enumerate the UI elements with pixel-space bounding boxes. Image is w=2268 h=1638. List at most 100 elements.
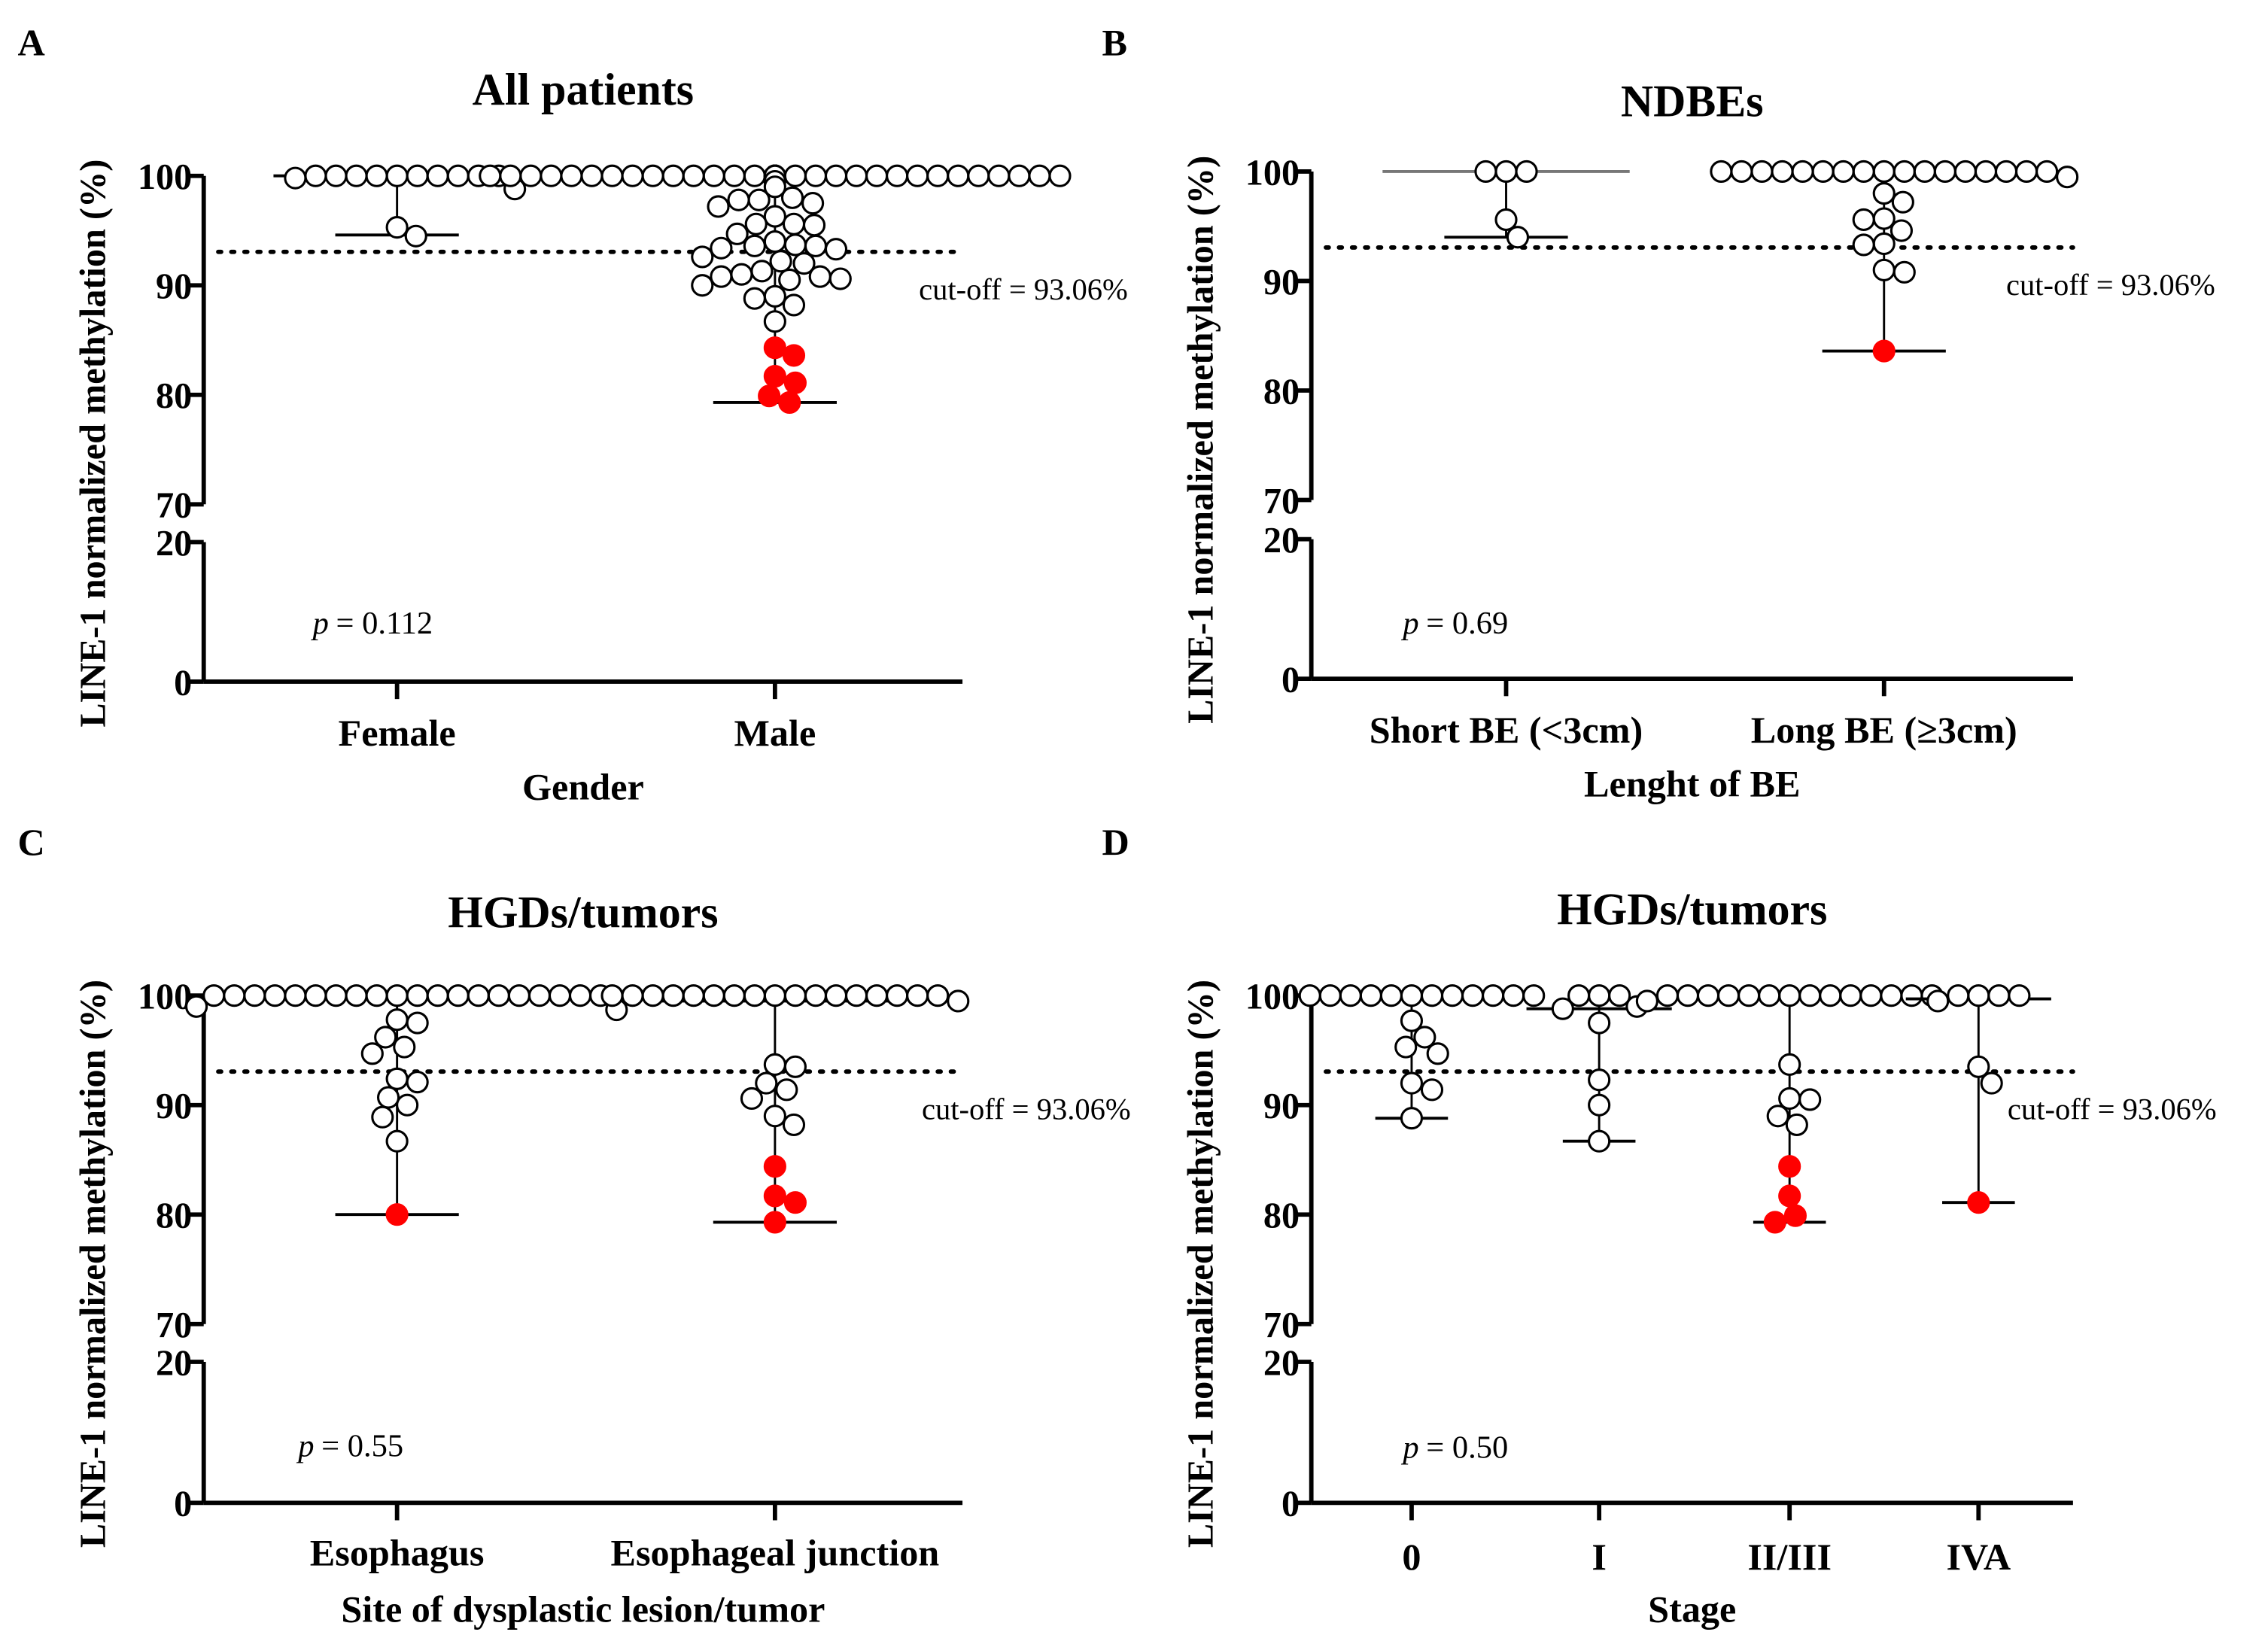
data-point <box>560 164 583 187</box>
data-point <box>804 164 828 187</box>
data-point <box>802 214 826 237</box>
data-point <box>865 164 889 187</box>
x-tick-label: 0 <box>1402 1536 1421 1578</box>
data-point-below-cutoff <box>778 391 801 415</box>
p-value: = 0.112 <box>336 606 433 641</box>
data-point <box>1771 160 1794 184</box>
data-point <box>987 164 1011 187</box>
data-point <box>365 984 388 1007</box>
data-point-below-cutoff <box>1778 1155 1801 1178</box>
data-point <box>763 1053 786 1076</box>
data-point-below-cutoff <box>783 1191 807 1214</box>
y-tick-label: 0 <box>174 1485 192 1524</box>
data-point <box>702 164 725 187</box>
data-point <box>1588 1129 1611 1153</box>
data-point <box>1994 160 2018 184</box>
data-point <box>1339 984 1362 1007</box>
data-point <box>446 164 470 187</box>
y-tick-label: 20 <box>156 1343 192 1383</box>
data-point <box>527 984 552 1007</box>
data-point <box>1980 1071 2003 1095</box>
data-point <box>304 984 327 1007</box>
y-axis-label: LINE-1 normalized methylation (%) <box>1181 156 1221 724</box>
data-point <box>499 164 522 187</box>
data-point <box>185 995 208 1018</box>
data-point <box>792 252 816 275</box>
data-point <box>725 222 749 245</box>
data-point <box>1872 181 1896 205</box>
data-point <box>947 164 970 187</box>
data-point <box>479 164 502 187</box>
data-point <box>682 164 705 187</box>
cutoff-label: cut-off = 93.06% <box>919 272 1128 306</box>
data-point-below-cutoff <box>783 371 807 394</box>
data-point <box>641 984 664 1007</box>
cutoff-label: cut-off = 93.06% <box>922 1092 1131 1126</box>
cutoff-label: cut-off = 93.06% <box>2008 1092 2217 1126</box>
data-point <box>1947 984 1970 1007</box>
data-point <box>1494 208 1518 232</box>
p-symbol: p <box>1400 1430 1418 1465</box>
data-point <box>750 260 774 283</box>
data-point <box>824 164 848 187</box>
data-point-below-cutoff <box>763 1184 786 1208</box>
data-point-below-cutoff <box>763 1211 786 1234</box>
p-value-text: p = 0.50 <box>1400 1430 1508 1465</box>
data-point <box>446 984 470 1007</box>
data-point <box>783 233 807 257</box>
chart-title: HGDs/tumors <box>448 887 718 937</box>
data-point <box>1872 258 1896 281</box>
data-point <box>1359 984 1382 1007</box>
data-point <box>1933 160 1956 184</box>
data-point <box>1778 984 1801 1007</box>
data-point <box>1778 1053 1801 1076</box>
data-point <box>1515 160 1538 184</box>
data-point <box>763 310 786 333</box>
data-point <box>1440 984 1464 1007</box>
data-point <box>600 984 624 1007</box>
data-point <box>548 984 572 1007</box>
data-point <box>393 1035 416 1059</box>
panel-b: B NDBEs LINE-1 normalized methylation (%) 7… <box>1102 21 2215 804</box>
data-point <box>906 984 929 1007</box>
data-point <box>1750 160 1774 184</box>
data-point <box>385 1067 409 1090</box>
p-value-text: p = 0.112 <box>311 606 433 641</box>
data-point <box>1710 160 1733 184</box>
data-point <box>727 188 750 211</box>
data-point <box>243 984 266 1007</box>
data-point <box>967 164 990 187</box>
data-point <box>763 284 786 308</box>
data-point <box>2056 166 2079 189</box>
data-point <box>1872 232 1896 256</box>
y-tick-label: 100 <box>138 977 192 1017</box>
data-point <box>1893 160 1916 184</box>
data-point <box>1696 984 1720 1007</box>
data-point <box>710 265 733 288</box>
data-point <box>722 984 746 1007</box>
data-point <box>1318 984 1342 1007</box>
y-tick-label: 90 <box>1263 263 1300 302</box>
data-point-below-cutoff <box>782 344 806 367</box>
data-point <box>1502 984 1525 1007</box>
data-point <box>1298 984 1321 1007</box>
data-point <box>722 164 746 187</box>
data-point <box>1474 160 1497 184</box>
y-tick-label: 100 <box>1245 153 1300 193</box>
data-point <box>1926 989 1950 1013</box>
data-point <box>1567 984 1591 1007</box>
data-point <box>744 212 768 236</box>
y-tick-label: 100 <box>1245 977 1300 1017</box>
data-point <box>865 984 889 1007</box>
data-point <box>2035 160 2059 184</box>
data-point <box>1655 984 1679 1007</box>
data-point <box>763 984 786 1007</box>
data-point <box>406 164 429 187</box>
data-point <box>2008 984 2031 1007</box>
data-point <box>1987 984 2011 1007</box>
data-point <box>1758 984 1781 1007</box>
data-point <box>783 164 807 187</box>
data-point <box>345 164 368 187</box>
data-point <box>376 1086 400 1109</box>
